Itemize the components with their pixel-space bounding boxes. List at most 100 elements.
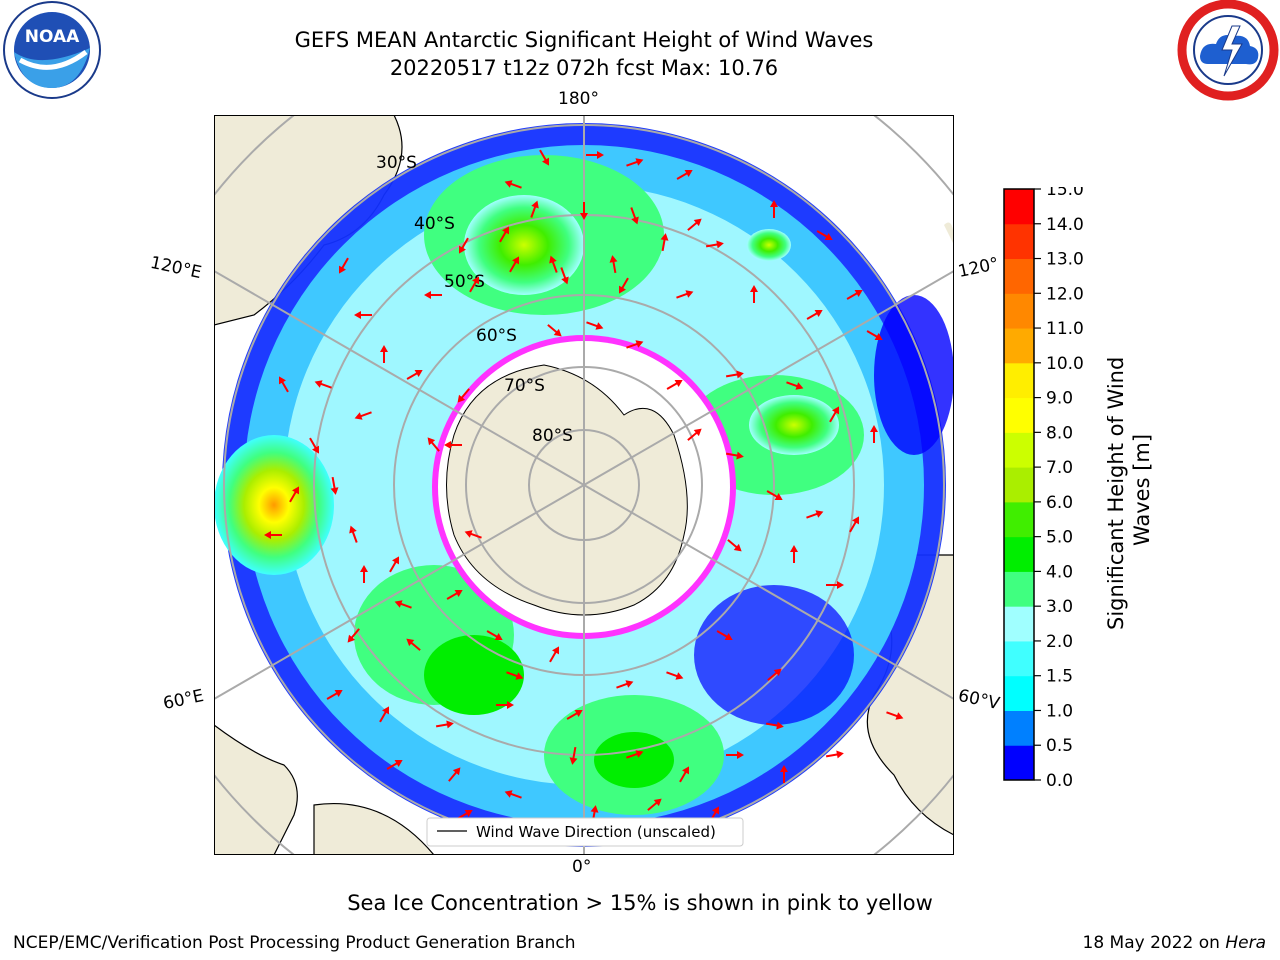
wave-direction-arrow [750, 285, 758, 303]
wave-direction-arrow [660, 233, 669, 252]
colorbar-band [1004, 328, 1034, 364]
chart-title: GEFS MEAN Antarctic Significant Height o… [294, 28, 874, 52]
colorbar-tick-label: 5.0 [1046, 528, 1073, 548]
wave-direction-arrow [547, 324, 562, 337]
wave-direction-arrow [309, 437, 319, 454]
colorbar-band [1004, 536, 1034, 572]
wave-direction-arrow [676, 170, 693, 180]
wave-direction-arrow [360, 565, 368, 583]
wave-direction-arrow [725, 370, 744, 379]
wave-direction-arrow [379, 706, 389, 723]
colorbar-band [1004, 293, 1034, 329]
colorbar-band [1004, 675, 1034, 711]
wave-direction-arrow [626, 158, 644, 167]
noaa-logo: NOAA [3, 1, 101, 99]
wave-direction-arrow [424, 291, 442, 299]
footer-host: Hera [1225, 933, 1266, 953]
wave-direction-arrow [504, 790, 522, 799]
colorbar-tick-label: 12.0 [1046, 284, 1084, 304]
legend-label: Wind Wave Direction (unscaled) [476, 823, 716, 841]
lat-label-80s: 80°S [532, 426, 573, 446]
colorbar-tick-label: 8.0 [1046, 423, 1073, 443]
wave-direction-arrow [509, 256, 519, 273]
colorbar-band [1004, 223, 1034, 260]
wave-direction-arrow [780, 765, 788, 783]
wave-direction-arrow [725, 451, 744, 460]
wave-direction-arrow [530, 200, 539, 218]
colorbar-band [1004, 640, 1034, 677]
wave-direction-arrow [826, 581, 844, 589]
wave-direction-arrow [727, 539, 742, 552]
colorbar-band [1004, 606, 1034, 642]
wave-direction-arrow [459, 237, 469, 254]
wave-direction-arrow [765, 721, 784, 730]
colorbar-band [1004, 397, 1034, 433]
wave-direction-arrow [464, 530, 482, 539]
wave-direction-arrow [870, 425, 878, 443]
wave-direction-arrow [446, 590, 463, 600]
wave-direction-arrow [716, 630, 733, 640]
wave-direction-arrow [687, 428, 702, 441]
lon-label-60e: 60°E [161, 685, 206, 715]
wave-direction-arrow [499, 226, 509, 243]
wave-direction-arrow [790, 545, 798, 563]
colorbar-band [1004, 189, 1034, 225]
colorbar-band [1004, 710, 1034, 746]
colorbar-band [1004, 432, 1034, 468]
wave-direction-arrow [339, 257, 349, 274]
lon-label-180: 180° [558, 89, 599, 109]
wave-direction-arrow [469, 276, 479, 293]
wave-direction-arrow [770, 200, 778, 218]
wave-direction-arrow [866, 330, 883, 340]
wave-direction-arrow [457, 388, 470, 403]
wave-direction-arrow [506, 671, 524, 680]
wave-direction-arrow [326, 690, 343, 700]
wave-direction-arrow [389, 556, 399, 573]
colorbar-tick-label: 0.5 [1046, 736, 1073, 756]
lon-label-60w: 60°V [956, 685, 1002, 715]
wave-direction-arrow [687, 218, 702, 231]
wave-direction-arrow [766, 490, 783, 500]
lat-label-60s: 60°S [476, 326, 517, 346]
lat-label-50s: 50°S [444, 272, 485, 292]
colorbar-tick-label: 1.0 [1046, 701, 1073, 721]
lat-label-70s: 70°S [504, 376, 545, 396]
wave-direction-arrow [448, 767, 461, 782]
wave-direction-arrow [726, 751, 744, 759]
colorbar-tick-label: 7.0 [1046, 458, 1073, 478]
wave-direction-arrow [330, 476, 339, 495]
wave-direction-arrow [496, 701, 514, 709]
wave-direction-arrow [314, 380, 332, 389]
wave-direction-arrow [566, 710, 583, 720]
wave-direction-arrow [619, 277, 629, 294]
wave-direction-arrow [349, 525, 358, 543]
wave-direction-arrow [549, 646, 559, 663]
wave-direction-arrow [806, 310, 823, 320]
wave-direction-arrow [630, 207, 639, 225]
wave-direction-arrow [767, 668, 782, 681]
colorbar-tick-label: 1.5 [1046, 667, 1073, 687]
wave-direction-arrow [444, 441, 462, 449]
lon-label-120w: 120° [956, 253, 1001, 283]
wave-direction-arrow [569, 746, 578, 765]
footer-branch: NCEP/EMC/Verification Post Processing Pr… [13, 933, 576, 953]
colorbar-band [1004, 745, 1034, 781]
wave-direction-arrow [886, 711, 904, 720]
wave-direction-arrow [549, 255, 558, 273]
wave-direction-arrow [586, 321, 604, 330]
wave-direction-arrow [406, 638, 421, 651]
footer-date: 18 May 2022 on Hera [1083, 933, 1267, 953]
colorbar-tick-label: 13.0 [1046, 250, 1084, 270]
wave-direction-arrow [626, 750, 644, 759]
wave-direction-arrow [354, 411, 372, 420]
lat-label-30s: 30°S [376, 153, 417, 173]
colorbar-band [1004, 571, 1034, 607]
svg-text:NOAA: NOAA [25, 27, 80, 47]
wave-direction-arrow [354, 311, 372, 319]
wave-direction-arrow [825, 750, 844, 759]
wave-direction-arrow [486, 630, 503, 640]
nws-logo [1177, 0, 1279, 101]
wave-direction-arrow [427, 437, 440, 452]
wave-direction-arrow [676, 290, 694, 299]
colorbar-band [1004, 362, 1034, 399]
